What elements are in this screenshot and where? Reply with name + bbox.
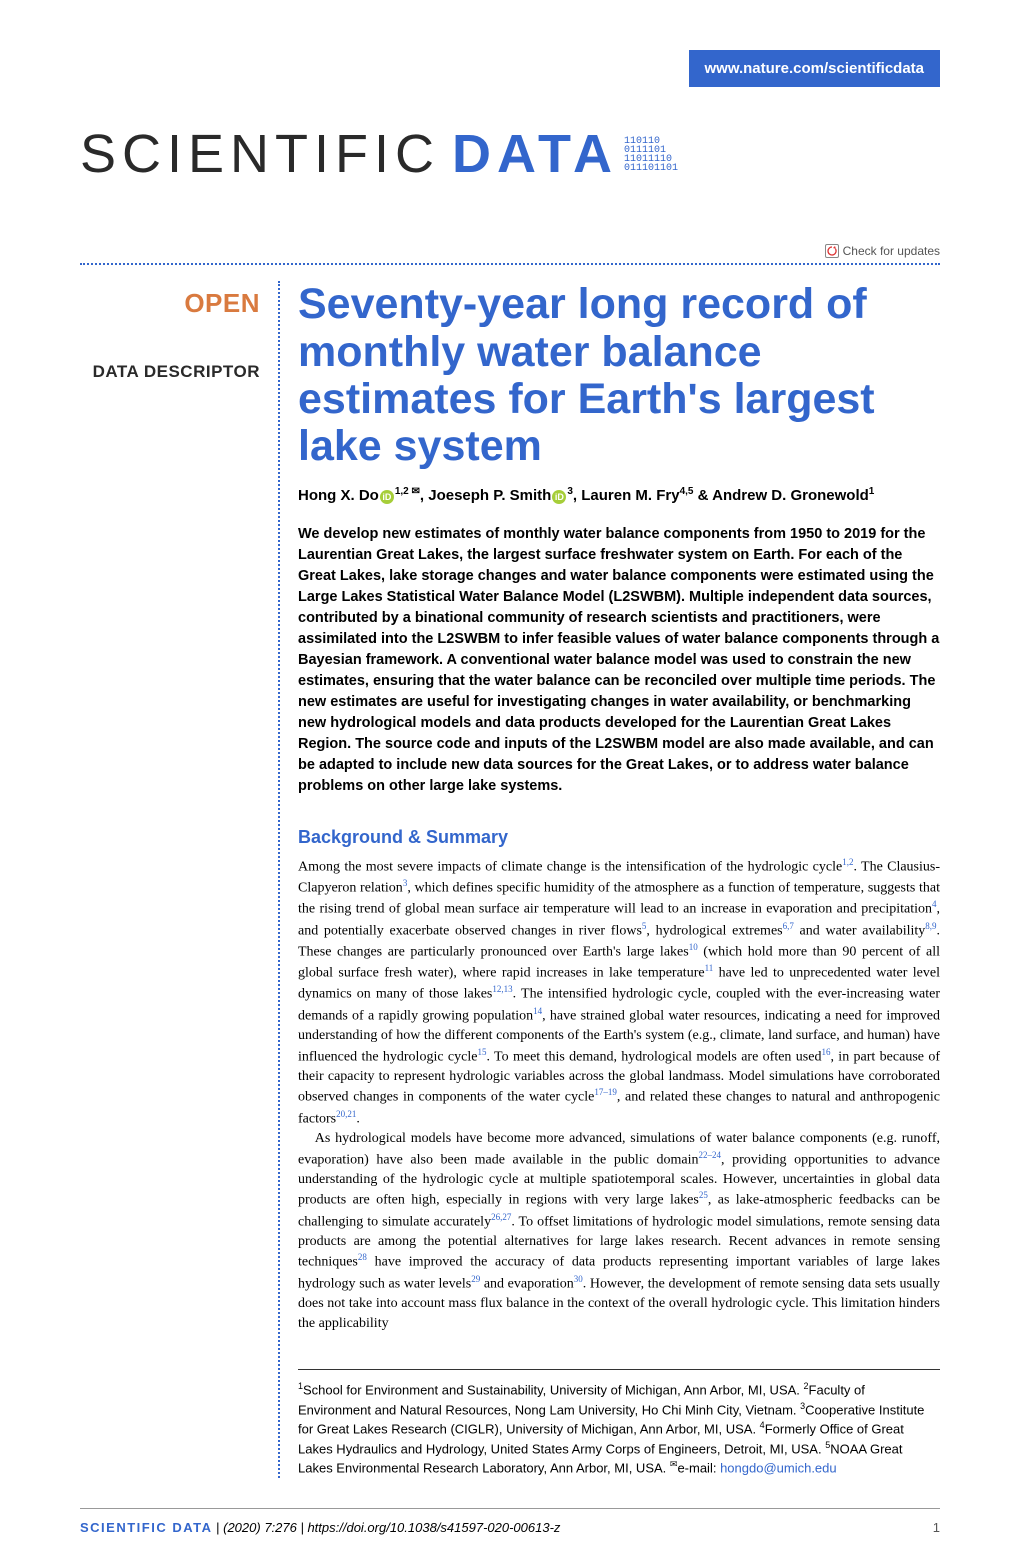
article-title: Seventy-year long record of monthly wate… [298,281,940,470]
body-text: Among the most severe impacts of climate… [298,856,940,1333]
footer-journal-name: SCIENTIFIC DATA [80,1520,213,1535]
paragraph: Among the most severe impacts of climate… [298,856,940,1129]
author-affiliation-sup: 4,5 [680,486,694,497]
citation-ref[interactable]: 14 [533,1006,542,1016]
citation-ref[interactable]: 29 [471,1274,480,1284]
citation-ref[interactable]: 10 [689,942,698,952]
citation-ref[interactable]: 30 [574,1274,583,1284]
check-updates-label: Check for updates [843,243,940,260]
email-link[interactable]: hongdo@umich.edu [720,1461,837,1476]
citation-ref[interactable]: 8,9 [925,921,936,931]
citation-ref[interactable]: 20,21 [336,1109,356,1119]
open-access-label: OPEN [80,285,260,321]
orcid-icon[interactable]: iD [380,490,394,504]
citation-ref[interactable]: 25 [699,1190,708,1200]
citation-ref[interactable]: 6,7 [783,921,794,931]
author-name: , Lauren M. Fry [573,487,680,504]
article-type-label: DATA DESCRIPTOR [80,360,260,384]
footer-citation-text: (2020) 7:276 | https://doi.org/10.1038/s… [223,1520,560,1535]
author-affiliation-sup: 1 [869,486,875,497]
refresh-icon [825,244,839,258]
divider-dotted [80,263,940,265]
logo-word-scientific: SCIENTIFIC [80,117,440,193]
citation-ref[interactable]: 22–24 [698,1150,721,1160]
author-name: Hong X. Do [298,487,379,504]
author-name: , Joeseph P. Smith [420,487,551,504]
page-number: 1 [933,1519,940,1537]
page-footer: SCIENTIFIC DATA | (2020) 7:276 | https:/… [0,1509,1020,1557]
corresponding-author-icon: ✉ [409,486,420,497]
logo-binary-icon: 110110 0111101 11011110 011101101 [624,137,678,173]
citation-ref[interactable]: 28 [358,1252,367,1262]
corresponding-icon: ✉ [670,1459,678,1469]
journal-logo: SCIENTIFIC DATA 110110 0111101 11011110 … [80,117,940,193]
check-updates-button[interactable]: Check for updates [80,243,940,260]
author-list: Hong X. DoiD1,2 ✉, Joeseph P. SmithiD3, … [298,485,940,506]
affiliations: 1School for Environment and Sustainabili… [298,1369,940,1478]
author-name: & Andrew D. Gronewold [694,487,869,504]
author-affiliation-sup: 1,2 [395,486,409,497]
main-content-grid: OPEN DATA DESCRIPTOR Seventy-year long r… [80,281,940,1477]
abstract-text: We develop new estimates of monthly wate… [298,524,940,797]
citation-ref[interactable]: 1,2 [842,857,853,867]
citation-ref[interactable]: 12,13 [492,984,512,994]
citation-ref[interactable]: 26,27 [491,1212,511,1222]
left-column: OPEN DATA DESCRIPTOR [80,281,260,1477]
logo-word-data: DATA [452,117,618,193]
citation-ref[interactable]: 17–19 [594,1087,617,1097]
page: www.nature.com/scientificdata SCIENTIFIC… [0,0,1020,1508]
content-column: Seventy-year long record of monthly wate… [284,281,940,1477]
section-heading: Background & Summary [298,825,940,850]
orcid-icon[interactable]: iD [552,490,566,504]
citation-ref[interactable]: 11 [705,963,714,973]
paragraph: As hydrological models have become more … [298,1129,940,1333]
header-url-bar[interactable]: www.nature.com/scientificdata [689,50,941,87]
footer-citation: SCIENTIFIC DATA | (2020) 7:276 | https:/… [80,1519,560,1537]
